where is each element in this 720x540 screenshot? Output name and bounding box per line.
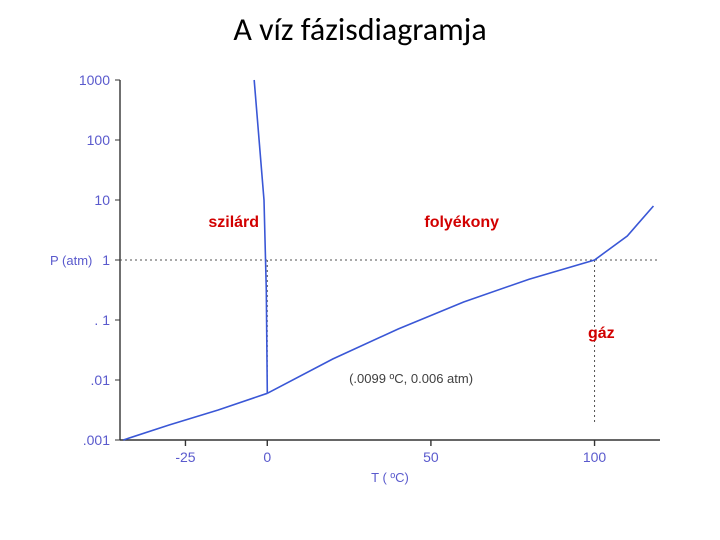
x-tick-label: 50 [423, 449, 439, 465]
x-tick-label: 100 [583, 449, 607, 465]
fusion-curve [254, 80, 267, 393]
x-tick-label: -25 [175, 449, 195, 465]
triple-point-annotation: (.0099 ºC, 0.006 atm) [349, 371, 473, 386]
phase-diagram-chart: 1000 100 10 1 . 1 .01 .001 P (atm) -25 0 50 100 T ( … [40, 70, 680, 500]
y-tick-label: .01 [91, 372, 111, 388]
phase-label-solid: szilárd [208, 214, 259, 231]
phase-label-liquid: folyékony [424, 214, 499, 231]
y-tick-label: . 1 [94, 312, 110, 328]
x-tick-label: 0 [263, 449, 271, 465]
chart-svg: 1000 100 10 1 . 1 .01 .001 P (atm) -25 0 50 100 T ( … [40, 70, 680, 500]
y-tick-label: 100 [87, 132, 111, 148]
y-axis-label: P (atm) [50, 253, 92, 268]
y-tick-label: 1000 [79, 72, 110, 88]
sublimation-curve [123, 393, 267, 440]
x-axis-label: T ( ºC) [371, 470, 409, 485]
page-title: A víz fázisdiagramja [0, 10, 720, 49]
vaporization-curve [267, 206, 653, 393]
phase-label-gas: gáz [588, 325, 615, 342]
y-tick-label: .001 [83, 432, 110, 448]
y-tick-label: 1 [102, 252, 110, 268]
y-tick-label: 10 [94, 192, 110, 208]
